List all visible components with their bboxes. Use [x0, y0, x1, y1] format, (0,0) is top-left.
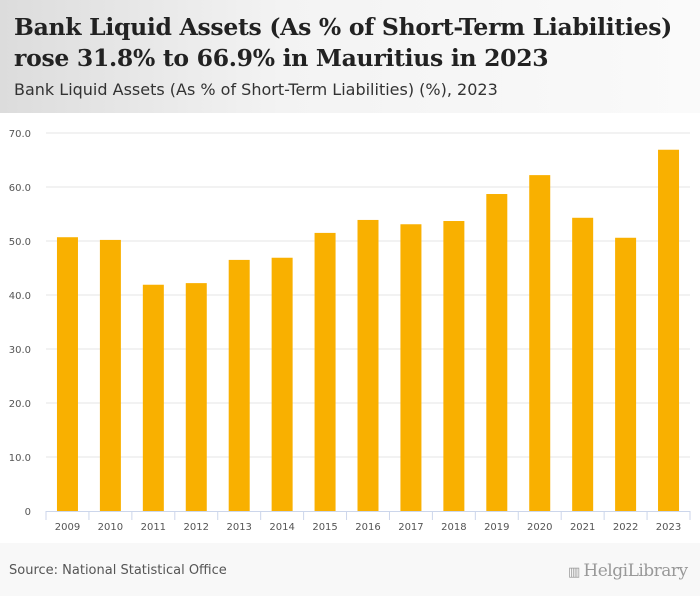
chart-subtitle: Bank Liquid Assets (As % of Short-Term L… [14, 80, 498, 99]
y-tick-label: 70.0 [9, 129, 31, 140]
y-tick-label: 50.0 [9, 237, 31, 248]
bar-2013 [228, 259, 250, 511]
x-tick-label: 2022 [613, 522, 638, 533]
y-tick-label: 20.0 [9, 399, 31, 410]
x-tick-label: 2021 [570, 522, 595, 533]
bar-2012 [185, 283, 207, 511]
x-tick-label: 2019 [484, 522, 509, 533]
y-tick-label: 10.0 [9, 453, 31, 464]
bar-2009 [56, 237, 78, 511]
x-tick-label: 2010 [98, 522, 123, 533]
header: Bank Liquid Assets (As % of Short-Term L… [0, 0, 700, 113]
logo-icon: ▥ [568, 565, 584, 580]
bar-2021 [572, 217, 594, 511]
source-note: Source: National Statistical Office [9, 563, 227, 578]
bar-2019 [486, 194, 508, 511]
x-tick-label: 2016 [355, 522, 380, 533]
x-tick-label: 2011 [141, 522, 166, 533]
x-tick-label: 2012 [184, 522, 209, 533]
bar-2014 [271, 257, 293, 511]
x-tick-label: 2023 [656, 522, 681, 533]
x-tick-label: 2018 [441, 522, 466, 533]
bar-2017 [400, 224, 422, 511]
x-tick-label: 2017 [398, 522, 423, 533]
bar-2015 [314, 232, 336, 511]
bar-2018 [443, 221, 465, 511]
y-tick-label: 30.0 [9, 345, 31, 356]
x-tick-label: 2009 [55, 522, 80, 533]
bar-2020 [529, 175, 551, 511]
x-tick-label: 2020 [527, 522, 552, 533]
x-tick-label: 2013 [226, 522, 251, 533]
chart-title: Bank Liquid Assets (As % of Short-Term L… [14, 13, 672, 72]
logo-text: HelgiLibrary [583, 561, 688, 581]
bar-2022 [615, 237, 637, 511]
bar-2016 [357, 219, 379, 511]
x-tick-label: 2015 [312, 522, 337, 533]
bar-2010 [99, 239, 121, 512]
y-tick-label: 40.0 [9, 291, 31, 302]
helgi-library-logo: ▥ HelgiLibrary [568, 561, 688, 581]
bar-2011 [142, 284, 164, 511]
y-tick-label: 60.0 [9, 183, 31, 194]
x-tick-label: 2014 [269, 522, 294, 533]
bar-2023 [658, 149, 680, 512]
y-tick-label: 0 [25, 507, 31, 518]
